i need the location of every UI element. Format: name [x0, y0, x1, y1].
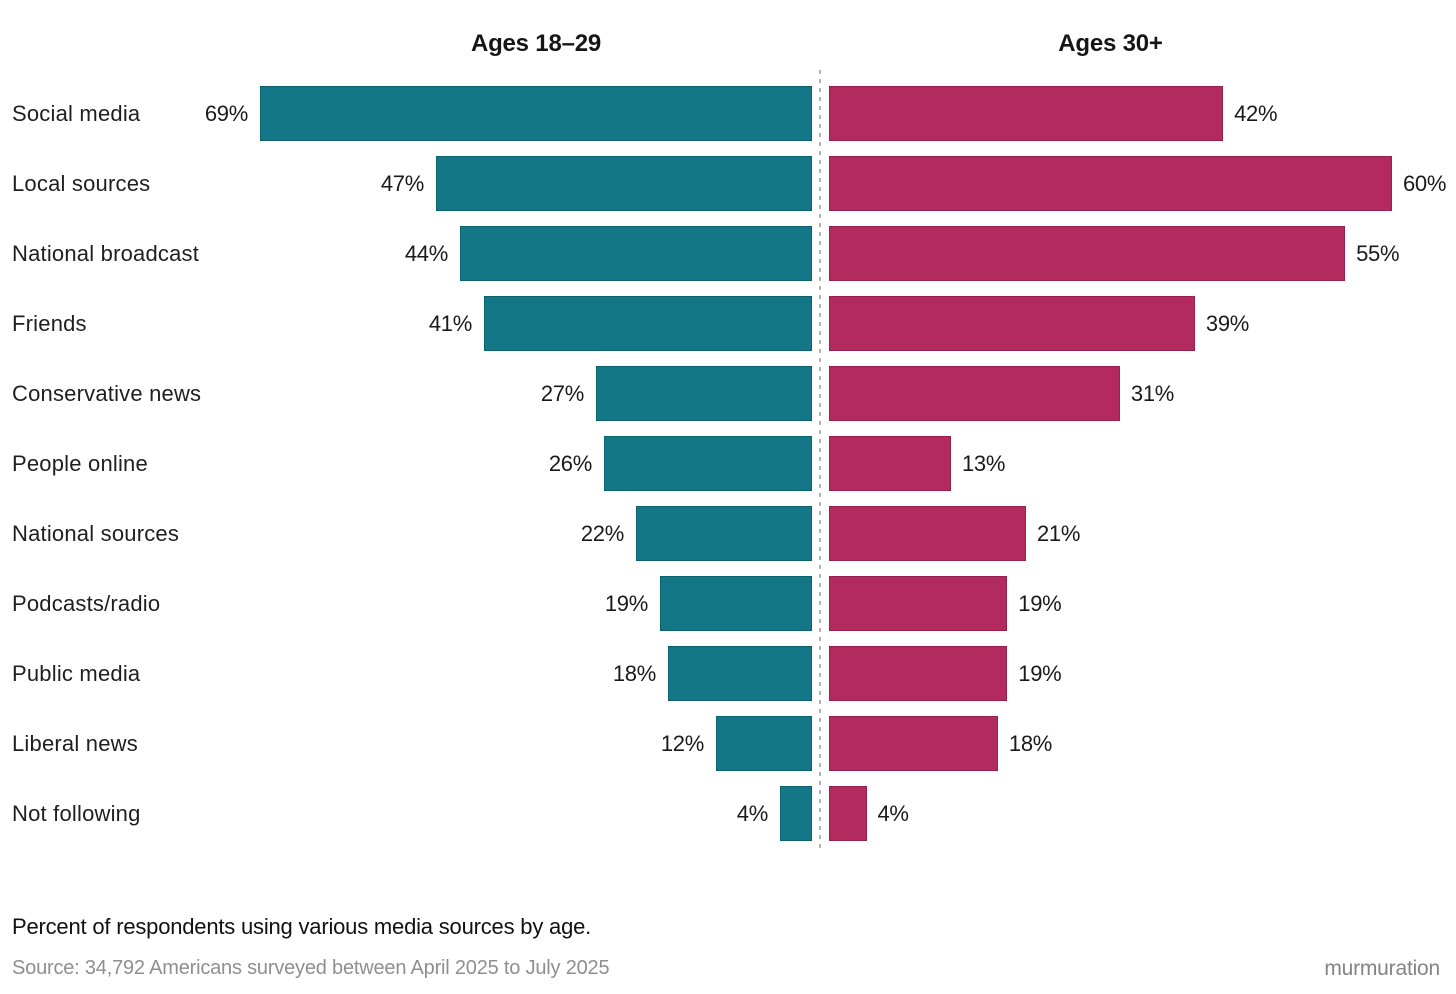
source-note: Source: 34,792 Americans surveyed betwee…	[12, 957, 610, 979]
right-bar-cell: 19%	[829, 576, 1456, 631]
right-bar-cell: 13%	[829, 436, 1456, 491]
left-bar-cell: 19%	[0, 576, 812, 631]
right-bar	[829, 576, 1008, 631]
left-value-label: 19%	[604, 590, 648, 616]
right-value-label: 31%	[1130, 380, 1175, 406]
right-bar	[829, 296, 1195, 351]
right-value-label: 42%	[1234, 100, 1278, 126]
chart-row: Social media 69% 42%	[0, 86, 1456, 141]
left-bar	[604, 436, 812, 491]
left-value-label: 44%	[404, 240, 448, 266]
right-bar	[829, 436, 951, 491]
left-bar-cell: 4%	[0, 786, 812, 841]
chart-row: Not following 4% 4%	[0, 786, 1456, 841]
left-bar-cell: 69%	[0, 86, 812, 141]
left-bar-cell: 22%	[0, 506, 812, 561]
category-label: Podcasts/radio	[12, 590, 161, 616]
brand-wordmark: murmuration	[1324, 957, 1440, 980]
right-value-label: 19%	[1018, 660, 1062, 686]
column-header-ages-18-29: Ages 18–29	[470, 30, 602, 57]
left-bar	[436, 156, 812, 211]
left-bar	[260, 86, 812, 141]
left-bar-cell: 44%	[0, 226, 812, 281]
chart-row: People online 26% 13%	[0, 436, 1456, 491]
right-bar-cell: 42%	[829, 86, 1456, 141]
left-bar-cell: 12%	[0, 716, 812, 771]
right-bar-cell: 39%	[829, 296, 1456, 351]
right-bar-cell: 4%	[829, 786, 1456, 841]
left-value-label: 12%	[660, 730, 704, 756]
chart-row: National broadcast 44% 55%	[0, 226, 1456, 281]
category-label: Friends	[12, 310, 87, 336]
left-bar-cell: 18%	[0, 646, 812, 701]
right-value-label: 55%	[1356, 240, 1400, 266]
right-bar-cell: 19%	[829, 646, 1456, 701]
category-label: Not following	[12, 800, 141, 826]
left-value-label: 18%	[612, 660, 656, 686]
left-bar-cell: 26%	[0, 436, 812, 491]
right-value-label: 18%	[1008, 730, 1053, 756]
left-value-label: 26%	[548, 450, 592, 476]
right-bar	[829, 86, 1224, 141]
right-value-label: 19%	[1018, 590, 1062, 616]
right-bar-cell: 60%	[829, 156, 1456, 211]
right-bar	[829, 786, 867, 841]
left-bar-cell: 41%	[0, 296, 812, 351]
right-bar-cell: 55%	[829, 226, 1456, 281]
chart-caption: Percent of respondents using various med…	[12, 914, 592, 939]
bar-rows-container: Social media 69% 42% Local sources 47% 6…	[0, 86, 1456, 841]
left-bar	[596, 366, 812, 421]
right-bar	[829, 646, 1008, 701]
right-value-label: 60%	[1403, 170, 1447, 196]
right-value-label: 13%	[962, 450, 1006, 476]
left-value-label: 27%	[540, 380, 584, 406]
left-bar	[660, 576, 812, 631]
right-bar-cell: 18%	[829, 716, 1456, 771]
center-axis-dotted-divider	[819, 70, 821, 852]
left-bar	[636, 506, 812, 561]
left-bar	[668, 646, 812, 701]
left-value-label: 4%	[736, 800, 769, 826]
category-label: National sources	[12, 520, 180, 546]
category-label: Local sources	[12, 170, 151, 196]
chart-row: Liberal news 12% 18%	[0, 716, 1456, 771]
category-label: Conservative news	[12, 380, 202, 406]
right-bar	[829, 366, 1120, 421]
right-value-label: 39%	[1205, 310, 1250, 336]
left-bar	[484, 296, 812, 351]
left-bar-cell: 47%	[0, 156, 812, 211]
chart-row: Public media 18% 19%	[0, 646, 1456, 701]
left-value-label: 69%	[204, 100, 248, 126]
right-bar	[829, 156, 1392, 211]
chart-row: Conservative news 27% 31%	[0, 366, 1456, 421]
column-header-ages-30-plus: Ages 30+	[1058, 30, 1163, 57]
left-value-label: 47%	[380, 170, 424, 196]
category-label: Public media	[12, 660, 141, 686]
category-label: National broadcast	[12, 240, 200, 266]
chart-row: Local sources 47% 60%	[0, 156, 1456, 211]
chart-row: National sources 22% 21%	[0, 506, 1456, 561]
category-label: Social media	[12, 100, 141, 126]
left-bar	[716, 716, 812, 771]
left-value-label: 22%	[580, 520, 624, 546]
chart-row: Friends 41% 39%	[0, 296, 1456, 351]
chart-row: Podcasts/radio 19% 19%	[0, 576, 1456, 631]
category-label: Liberal news	[12, 730, 138, 756]
right-bar	[829, 506, 1026, 561]
left-value-label: 41%	[428, 310, 472, 336]
right-bar	[829, 716, 998, 771]
right-value-label: 4%	[877, 800, 910, 826]
right-bar-cell: 31%	[829, 366, 1456, 421]
right-bar-cell: 21%	[829, 506, 1456, 561]
right-bar	[829, 226, 1346, 281]
left-bar	[780, 786, 812, 841]
right-value-label: 21%	[1037, 520, 1081, 546]
category-label: People online	[12, 450, 148, 476]
left-bar-cell: 27%	[0, 366, 812, 421]
left-bar	[460, 226, 812, 281]
